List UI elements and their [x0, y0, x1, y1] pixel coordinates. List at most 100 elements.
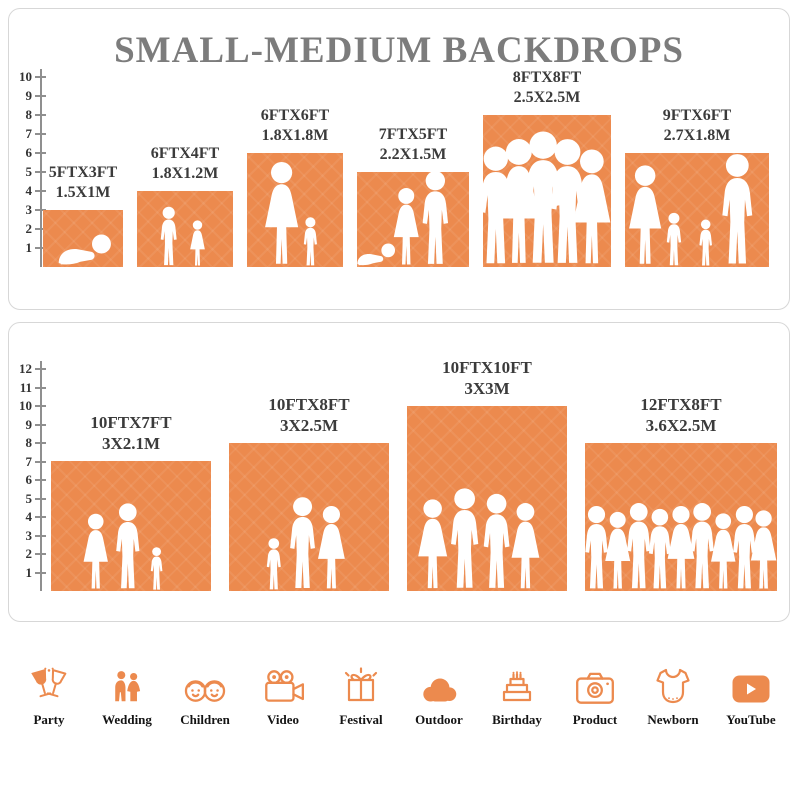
people-silhouette — [479, 131, 611, 264]
category-youtube[interactable]: YouTube — [716, 658, 786, 728]
ruler-number: 6 — [25, 472, 33, 487]
ruler-tick — [35, 423, 46, 426]
people-silhouette — [160, 206, 205, 266]
people-silhouette — [585, 503, 777, 589]
youtube-play-icon — [730, 658, 772, 706]
ruler-number: 2 — [25, 221, 33, 236]
category-party[interactable]: Party — [14, 658, 84, 728]
outdoor-cloud-icon — [416, 658, 462, 706]
category-row: Party Wedding Children Video Festival Ou… — [14, 658, 786, 728]
category-product[interactable]: Product — [560, 658, 630, 728]
ruler-number: 9 — [25, 88, 33, 103]
backdrop-size-label: 12FTX8FT 3.6X2.5M — [640, 394, 722, 435]
ruler-tick — [35, 209, 46, 211]
party-glasses-icon — [27, 658, 71, 706]
category-newborn[interactable]: Newborn — [638, 658, 708, 728]
ruler-number: 11 — [19, 379, 32, 395]
backdrop-size-label: 9FTX6FT 2.7X1.8M — [662, 107, 732, 144]
category-festival[interactable]: Festival — [326, 658, 396, 728]
ruler-number: 12 — [19, 361, 32, 376]
ruler-number: 7 — [25, 453, 33, 469]
ruler-tick — [35, 460, 46, 463]
children-faces-icon — [182, 658, 228, 706]
ruler-number: 8 — [25, 107, 33, 122]
backdrop-size-label: 7FTX5FT 2.2X1.5M — [378, 126, 448, 163]
ruler-tick — [35, 133, 46, 135]
ruler-number: 7 — [25, 126, 33, 141]
category-birthday[interactable]: Birthday — [482, 658, 552, 728]
ruler-tick — [35, 405, 46, 407]
large-panel: 1 2 3 4 5 6 7 8 9 10 11 12 10FTX7FT 3X2.1M 10FTX8FT 3X… — [8, 322, 790, 622]
ruler-number: 5 — [25, 164, 33, 179]
ruler-tick — [35, 95, 46, 97]
backdrop-size-label: 10FTX7FT 3X2.1M — [90, 412, 172, 453]
backdrop-bar: 6FTX4FT 1.8X1.2M — [137, 144, 233, 267]
category-video[interactable]: Video — [248, 658, 318, 728]
backdrop-size-label: 6FTX4FT 1.8X1.2M — [150, 145, 220, 182]
ruler-tick — [35, 553, 46, 555]
backdrop-bar: 7FTX5FT 2.2X1.5M — [357, 125, 469, 267]
category-label: Party — [33, 712, 65, 727]
category-wedding[interactable]: Wedding — [92, 658, 162, 728]
ruler-number: 10 — [19, 398, 32, 413]
backdrop-bar-rect — [43, 210, 123, 267]
ruler-large: 1 2 3 4 5 6 7 8 9 10 11 12 — [15, 357, 51, 591]
ruler-tick — [35, 247, 46, 249]
ruler-tick — [35, 479, 46, 481]
backdrop-bar-rect — [51, 461, 211, 591]
backdrop-bar-rect — [625, 153, 769, 267]
ruler-number: 4 — [25, 183, 33, 198]
ruler-number: 1 — [25, 564, 33, 580]
ruler-tick — [35, 171, 46, 173]
backdrop-size-label: 6FTX6FT 1.8X1.8M — [260, 107, 330, 144]
ruler-axis — [40, 361, 42, 591]
ruler-number: 1 — [25, 240, 33, 255]
ruler-tick — [35, 516, 46, 518]
page-title: SMALL-MEDIUM BACKDROPS — [114, 30, 684, 71]
bars-row-large: 10FTX7FT 3X2.1M 10FTX8FT 3X2.5M 10FTX10FT 3X3… — [51, 357, 777, 591]
people-silhouette — [266, 497, 345, 590]
ruler-number: 2 — [25, 546, 33, 561]
backdrop-bar: 10FTX10FT 3X3M — [407, 357, 567, 591]
backdrop-bar-rect — [585, 443, 777, 591]
backdrop-bar: 10FTX8FT 3X2.5M — [229, 394, 389, 591]
category-label: Newborn — [647, 712, 699, 727]
ruler-axis — [40, 69, 42, 267]
backdrop-bar-rect — [357, 171, 469, 267]
people-silhouette — [265, 161, 317, 266]
wedding-couple-icon — [108, 658, 146, 706]
backdrop-bar-rect — [137, 191, 233, 267]
backdrop-bar-rect — [229, 443, 389, 591]
ruler-tick — [35, 152, 46, 154]
category-label: Wedding — [102, 712, 152, 727]
ruler-number: 9 — [25, 416, 33, 432]
category-label: Festival — [339, 712, 383, 727]
category-children[interactable]: Children — [170, 658, 240, 728]
product-camera-icon — [573, 658, 617, 706]
birthday-cake-icon — [497, 658, 537, 706]
ruler-tick — [35, 76, 46, 78]
backdrop-bar: 12FTX8FT 3.6X2.5M — [585, 394, 777, 591]
ruler-tick — [35, 442, 46, 444]
backdrop-bar: 5FTX3FT 1.5X1M — [43, 163, 123, 267]
backdrop-bar-rect — [407, 406, 567, 591]
ruler-number: 10 — [19, 69, 32, 84]
ruler-tick — [35, 228, 46, 230]
ruler-tick — [35, 114, 46, 116]
people-silhouette — [58, 234, 111, 265]
backdrop-size-label: 10FTX8FT 3X2.5M — [268, 394, 350, 435]
category-outdoor[interactable]: Outdoor — [404, 658, 474, 728]
ruler-tick — [35, 190, 46, 192]
ruler-tick — [35, 534, 46, 537]
backdrop-size-label: 10FTX10FT 3X3M — [442, 357, 532, 398]
backdrop-size-label: 5FTX3FT 1.5X1M — [48, 164, 118, 201]
ruler-number: 5 — [25, 490, 33, 506]
backdrop-bar: 9FTX6FT 2.7X1.8M — [625, 106, 769, 267]
category-label: Video — [266, 712, 300, 727]
ruler-tick — [35, 571, 46, 574]
ruler-small-medium: 1 2 3 4 5 6 7 8 9 10 — [15, 65, 51, 267]
people-silhouette — [83, 503, 163, 590]
small-medium-panel: SMALL-MEDIUM BACKDROPS 1 2 3 4 5 6 7 8 9 10 5FTX3… — [8, 8, 790, 310]
ruler-tick — [35, 497, 46, 500]
